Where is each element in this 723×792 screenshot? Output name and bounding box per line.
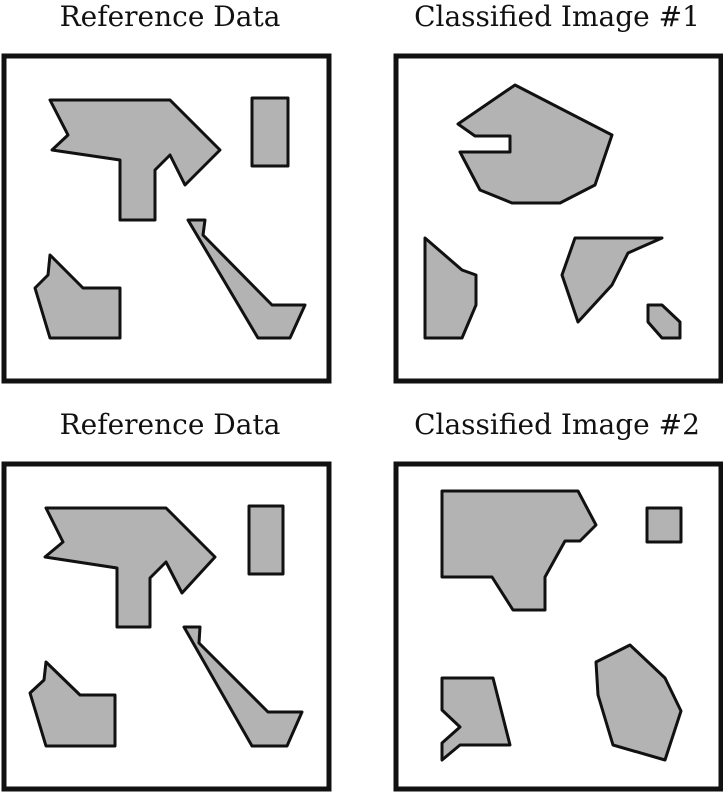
region-polygon: [186, 218, 307, 340]
region-polygon: [182, 625, 304, 748]
region-polygon: [43, 506, 217, 629]
region-polygon: [456, 83, 614, 205]
panel-title-classified-1: Classified Image #1: [414, 0, 700, 33]
region-polygon: [560, 236, 664, 324]
panel-reference-2: [1, 461, 332, 792]
region-rectangle: [645, 506, 683, 544]
panel-classified-2: [393, 461, 723, 792]
region-polygon: [440, 676, 512, 762]
panel-reference-1: [1, 53, 332, 384]
panel-title-classified-2: Classified Image #2: [414, 408, 700, 441]
panel-classified-1: [393, 53, 723, 384]
panel-title-reference-2: Reference Data: [59, 408, 281, 441]
region-rectangle: [250, 96, 290, 168]
region-polygon: [594, 643, 683, 762]
region-polygon: [440, 489, 598, 612]
region-polygon: [33, 253, 122, 340]
region-polygon: [423, 236, 478, 340]
panel-title-reference-1: Reference Data: [59, 0, 281, 33]
region-rectangle: [247, 504, 285, 576]
region-polygon: [48, 98, 222, 222]
region-polygon: [646, 303, 682, 340]
region-polygon: [28, 660, 117, 748]
